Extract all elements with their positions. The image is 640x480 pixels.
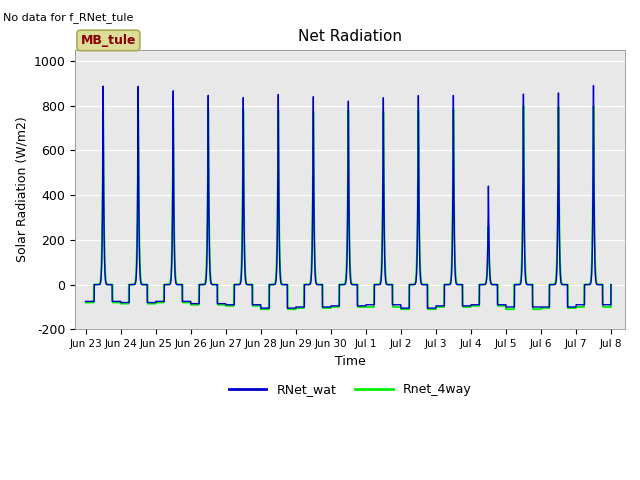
- Text: No data for f_RNet_tule: No data for f_RNet_tule: [3, 12, 134, 23]
- Y-axis label: Solar Radiation (W/m2): Solar Radiation (W/m2): [15, 117, 28, 263]
- Legend: RNet_wat, Rnet_4way: RNet_wat, Rnet_4way: [224, 378, 476, 401]
- Text: MB_tule: MB_tule: [81, 34, 136, 47]
- X-axis label: Time: Time: [335, 355, 365, 368]
- Title: Net Radiation: Net Radiation: [298, 29, 402, 44]
